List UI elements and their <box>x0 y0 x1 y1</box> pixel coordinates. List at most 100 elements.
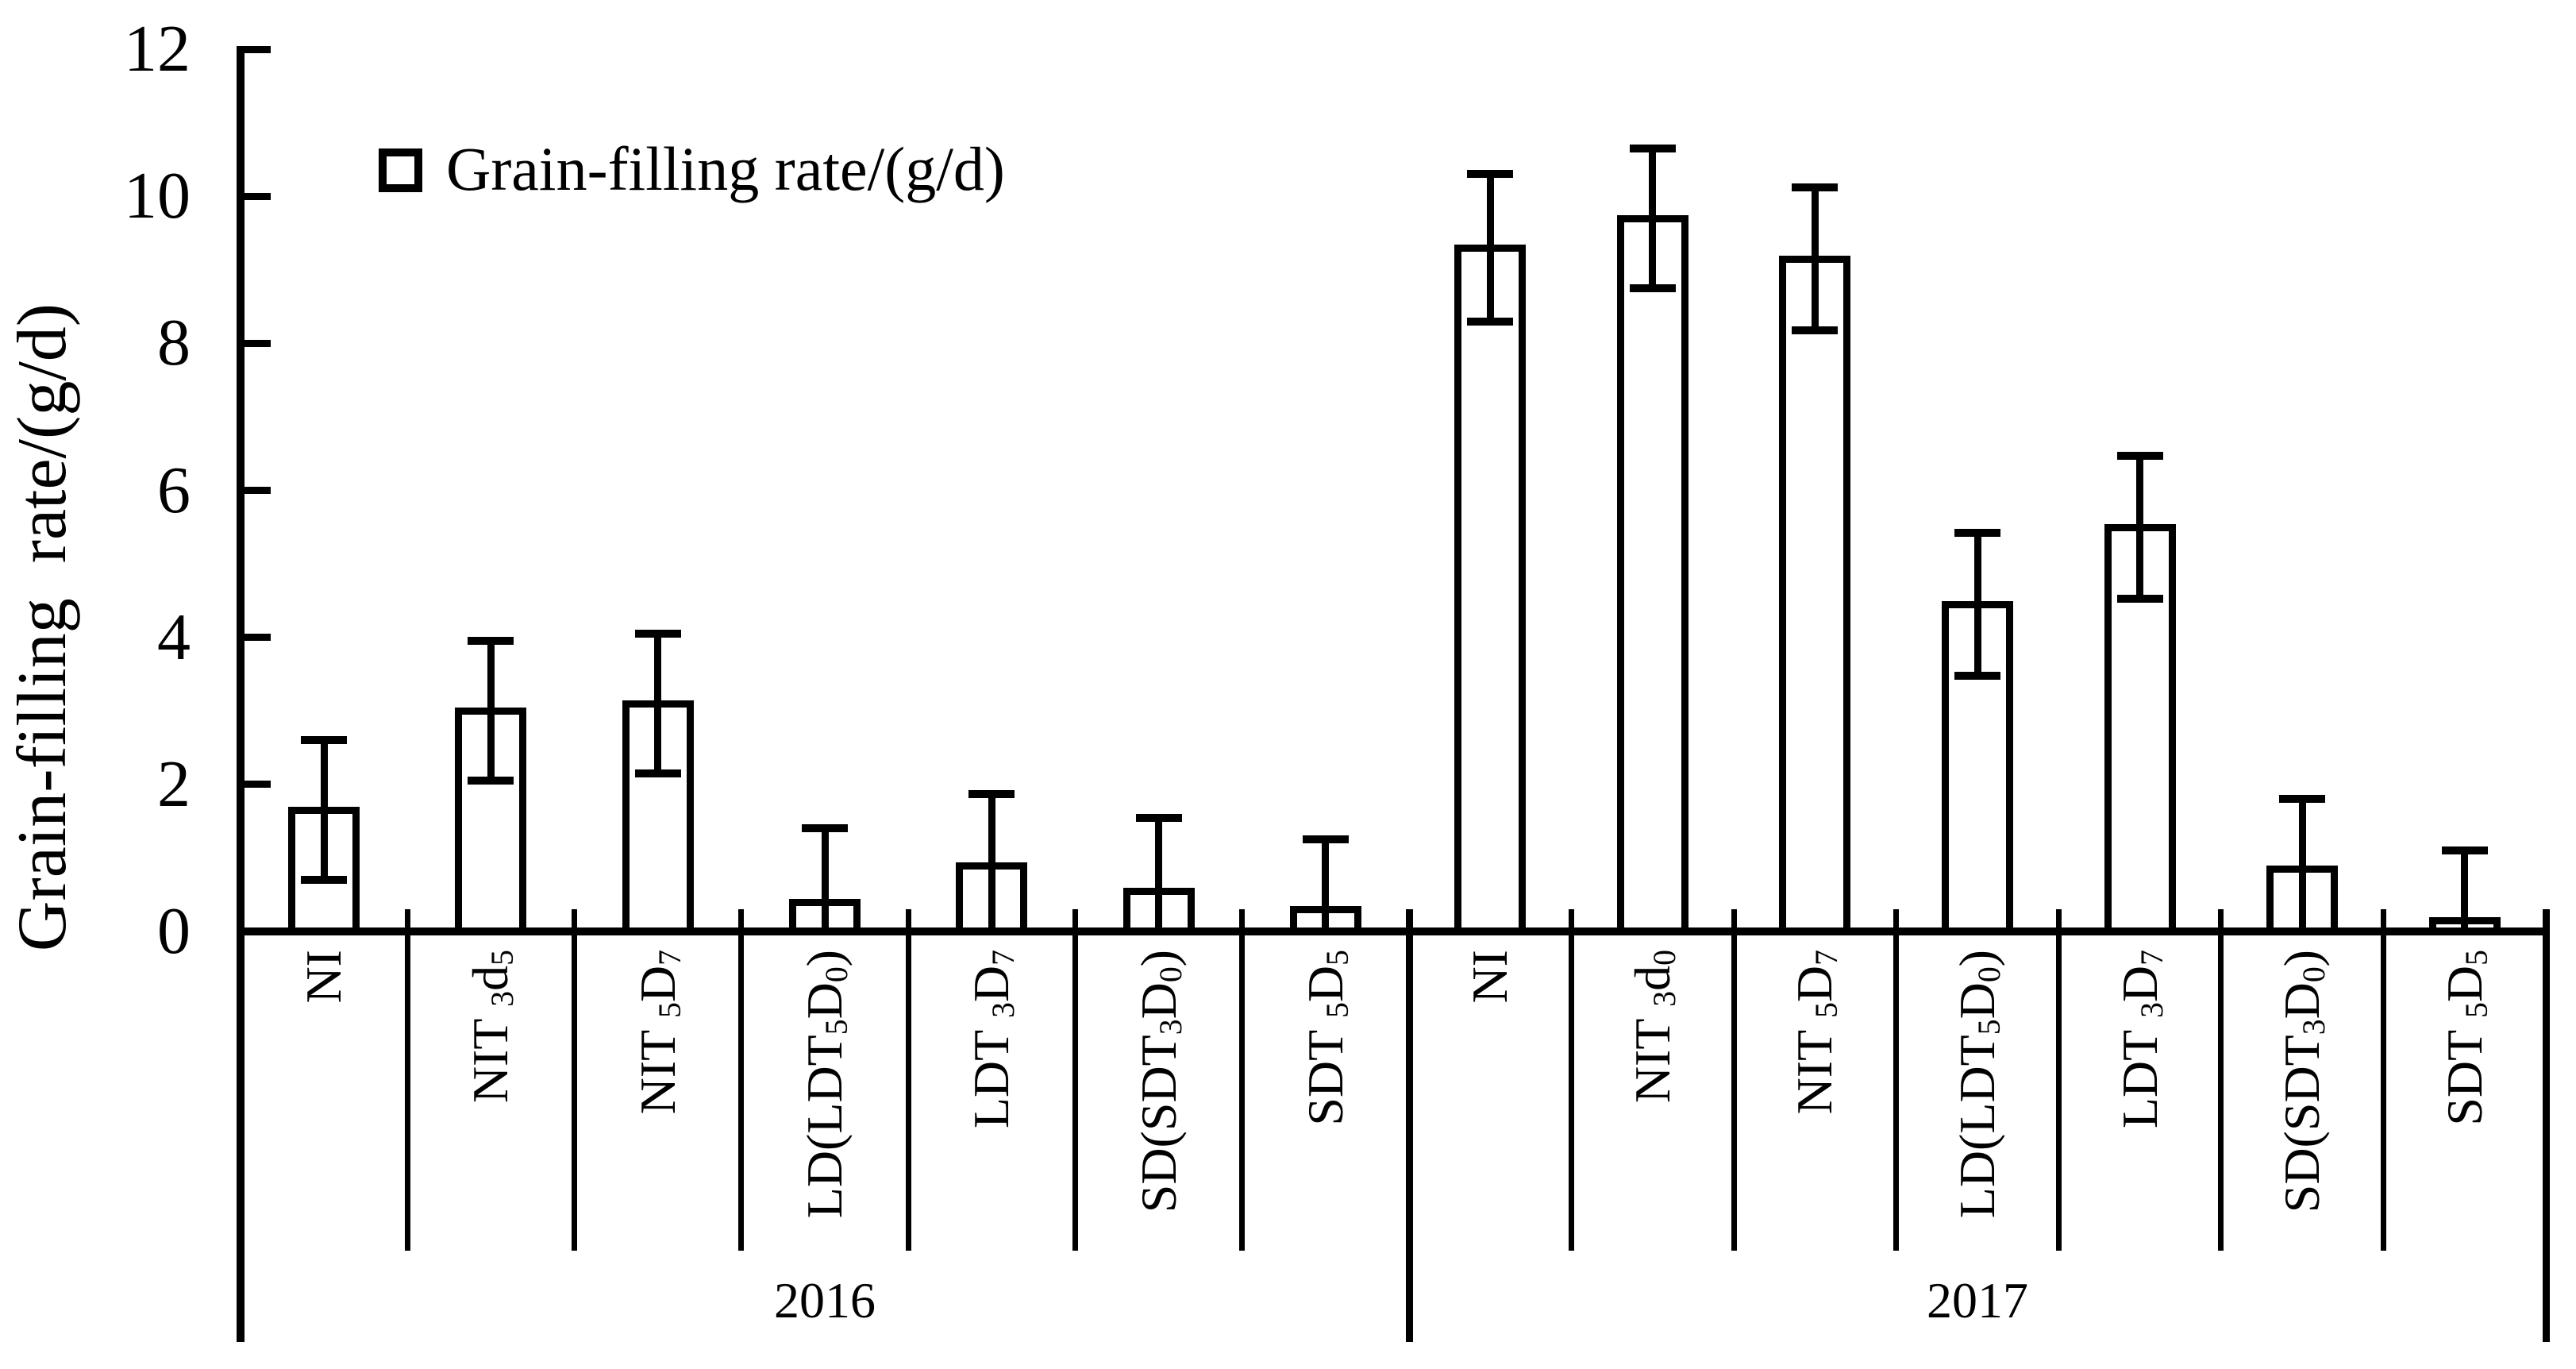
year-label: 2016 <box>774 1272 876 1329</box>
y-axis-tick <box>241 45 271 53</box>
label-text: D <box>1130 982 1187 1020</box>
label-subscript: 0 <box>1646 950 1682 966</box>
label-text: ) <box>1949 950 2005 967</box>
category-separator-line <box>572 931 578 1251</box>
x-category-label: NIT 5D7 <box>1786 950 1844 1244</box>
label-subscript: 0 <box>819 966 855 983</box>
error-bar-upper-cap <box>2279 795 2326 804</box>
y-axis-tick <box>241 781 271 789</box>
label-subscript: 5 <box>819 1019 855 1035</box>
category-separator-tick <box>1072 909 1078 931</box>
label-subscript: 5 <box>1972 1019 2008 1035</box>
label-subscript: 5 <box>1319 950 1355 966</box>
category-separator-tick <box>404 909 410 931</box>
label-text: SDT <box>2435 1017 2493 1126</box>
legend-open-square-icon <box>379 148 422 192</box>
error-bar-lower-cap <box>634 769 681 777</box>
category-separator-tick <box>2380 909 2386 931</box>
error-bar-stem <box>487 637 495 781</box>
label-text: D <box>1949 982 2005 1020</box>
label-text: SD(SDT <box>2274 1035 2331 1213</box>
x-category-label: LDT 3D7 <box>963 950 1021 1244</box>
label-text: LDT <box>963 1017 1020 1129</box>
y-tick-label: 6 <box>157 453 191 527</box>
label-text: NIT <box>1786 1017 1843 1115</box>
y-axis-tick <box>241 192 271 200</box>
error-bar-stem <box>2298 795 2306 931</box>
x-category-label: SD(SDT3D0) <box>2274 950 2331 1244</box>
error-bar-stem <box>1649 145 1657 288</box>
label-subscript: 5 <box>2459 1002 2494 1018</box>
category-separator-tick <box>1569 909 1575 931</box>
label-text: D <box>1786 965 1843 1003</box>
label-text: LD(LDT <box>1949 1035 2005 1219</box>
error-bar-upper-cap <box>2441 846 2488 855</box>
label-text: D <box>2274 982 2331 1020</box>
error-bar-lower-cap <box>1792 326 1839 334</box>
x-category-label: NI <box>1461 950 1518 1244</box>
label-text: D <box>796 982 853 1020</box>
error-bar-upper-cap <box>802 824 848 833</box>
error-bar-stem <box>1155 813 1163 931</box>
label-subscript: 7 <box>1809 950 1845 966</box>
category-separator-line <box>404 931 410 1251</box>
label-subscript: 5 <box>485 950 521 966</box>
label-text: LD(LDT <box>796 1035 853 1219</box>
error-bar-lower-cap <box>1629 283 1676 292</box>
x-category-label: LDT 3D7 <box>2111 950 2170 1244</box>
year-divider-line <box>2542 909 2550 1342</box>
y-axis-line <box>237 46 245 1342</box>
category-separator-tick <box>905 909 911 931</box>
label-text: ) <box>1130 950 1187 967</box>
error-bar-upper-cap <box>1467 170 1514 179</box>
category-separator-tick <box>1731 909 1737 931</box>
error-bar-stem <box>654 630 662 773</box>
label-text: d <box>462 965 519 991</box>
error-bar-lower-cap <box>1467 317 1514 326</box>
label-text: D <box>2111 965 2168 1003</box>
error-bar-upper-cap <box>968 789 1015 798</box>
x-category-label: SD(SDT3D0) <box>1130 950 1188 1244</box>
y-tick-label: 4 <box>157 600 191 674</box>
category-separator-tick <box>572 909 578 931</box>
label-subscript: 3 <box>2134 1002 2170 1018</box>
category-separator-line <box>2380 931 2386 1251</box>
label-subscript: 5 <box>1319 1002 1355 1018</box>
category-separator-tick <box>1893 909 1900 931</box>
label-subscript: 5 <box>1809 1002 1845 1018</box>
error-bar-stem <box>1973 529 1981 676</box>
label-subscript: 3 <box>1646 990 1682 1007</box>
label-text: NIT <box>629 1017 686 1115</box>
label-text: NIT <box>1623 1006 1681 1104</box>
error-bar-upper-cap <box>1629 145 1676 153</box>
x-category-label: NIT 5D7 <box>629 950 687 1244</box>
error-bar-stem <box>988 789 995 931</box>
y-tick-label: 0 <box>157 894 191 968</box>
bar <box>1454 245 1527 935</box>
bar <box>1779 255 1851 935</box>
error-bar-stem <box>2461 846 2469 931</box>
error-bar-upper-cap <box>634 630 681 638</box>
y-axis-tick <box>241 634 271 642</box>
y-tick-label: 8 <box>157 306 191 380</box>
category-separator-tick <box>2218 909 2224 931</box>
error-bar-stem <box>1811 183 1819 330</box>
x-category-label: NI <box>295 950 352 1244</box>
year-label: 2017 <box>1927 1272 2028 1329</box>
year-divider-line <box>1405 909 1413 1342</box>
label-subscript: 3 <box>1153 1019 1188 1035</box>
label-subscript: 7 <box>2134 950 2170 966</box>
y-axis-tick <box>241 339 271 347</box>
error-bar-lower-cap <box>301 876 348 885</box>
error-bar-lower-cap <box>2116 594 2163 603</box>
error-bar-lower-cap <box>1954 671 2000 680</box>
category-separator-tick <box>2055 909 2062 931</box>
x-axis-line <box>237 927 2550 935</box>
error-bar-upper-cap <box>468 637 514 646</box>
category-separator-line <box>1569 931 1575 1251</box>
x-category-label: SDT 5D5 <box>2435 950 2494 1244</box>
x-category-label: NIT 3d0 <box>1623 950 1682 1244</box>
label-subscript: 5 <box>2459 950 2494 966</box>
category-separator-tick <box>738 909 745 931</box>
